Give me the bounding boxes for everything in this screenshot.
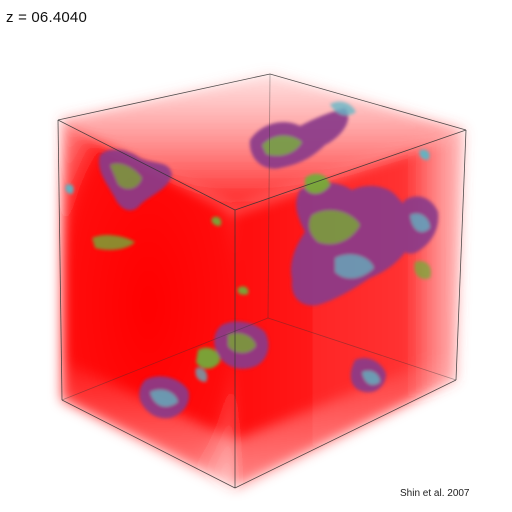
structure-patches [65,101,439,419]
redshift-label: z = 06.4040 [6,9,88,26]
credit-label: Shin et al. 2007 [400,488,470,499]
cube-wireframe [57,73,467,489]
lower-fade [62,350,456,500]
